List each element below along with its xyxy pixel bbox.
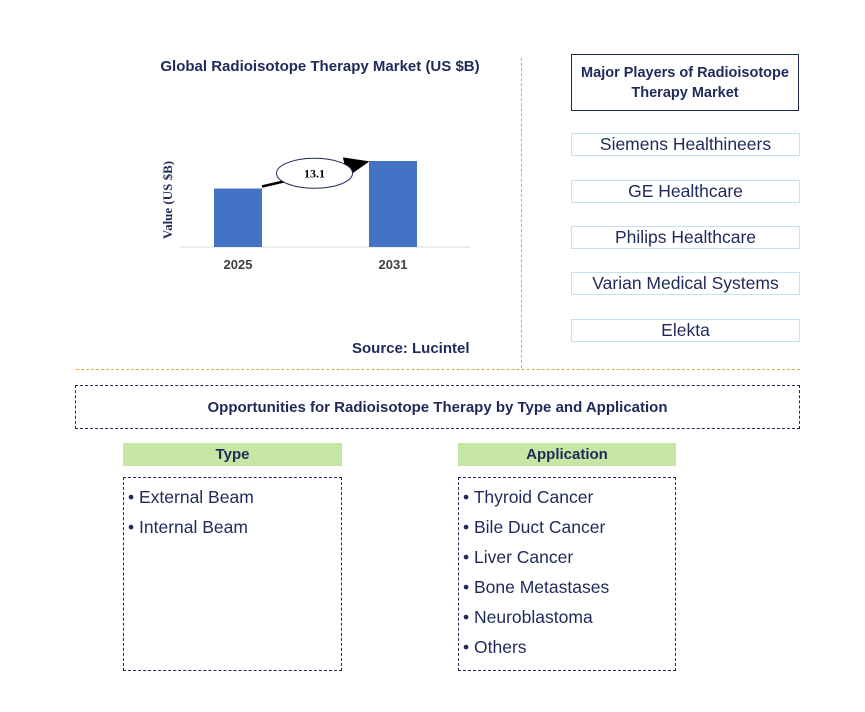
x-tick-label: 2031 <box>379 257 408 272</box>
list-item: • Others <box>463 637 527 657</box>
x-tick-label: 2025 <box>224 257 253 272</box>
bar-2025 <box>214 188 262 247</box>
player-item: Elekta <box>571 319 800 342</box>
vertical-divider <box>521 58 522 368</box>
type-header: Type <box>123 443 342 466</box>
list-item: • Bone Metastases <box>463 577 610 597</box>
players-header: Major Players of Radioisotope Therapy Ma… <box>571 54 799 111</box>
player-item: Philips Healthcare <box>571 226 800 249</box>
list-item: • External Beam <box>128 487 254 507</box>
x-tick-labels: 2025 2031 <box>224 257 408 272</box>
player-item: Siemens Healthineers <box>571 133 800 156</box>
application-header: Application <box>458 443 676 466</box>
growth-label-ellipse <box>276 157 353 189</box>
list-item: • Internal Beam <box>128 517 248 537</box>
growth-label: 13.1 <box>304 166 325 180</box>
list-item: • Liver Cancer <box>463 547 574 567</box>
bar-2031 <box>369 161 417 247</box>
opportunities-header: Opportunities for Radioisotope Therapy b… <box>75 385 800 429</box>
application-list: • Thyroid Cancer • Bile Duct Cancer • Li… <box>458 477 676 671</box>
y-axis-label: Value (US $B) <box>160 161 175 239</box>
type-list: • External Beam • Internal Beam <box>123 477 342 671</box>
growth-annotation: 13.1 <box>261 157 370 189</box>
bars <box>214 161 417 247</box>
list-item: • Neuroblastoma <box>463 607 593 627</box>
horizontal-divider <box>76 369 800 370</box>
player-item: GE Healthcare <box>571 180 800 203</box>
player-item: Varian Medical Systems <box>571 272 800 295</box>
bar-chart: Value (US $B) 13.1 2025 2031 <box>160 157 470 272</box>
chart-title: Global Radioisotope Therapy Market (US $… <box>160 58 480 75</box>
source-label: Source: Lucintel <box>352 340 470 357</box>
list-item: • Bile Duct Cancer <box>463 517 606 537</box>
list-item: • Thyroid Cancer <box>463 487 594 507</box>
